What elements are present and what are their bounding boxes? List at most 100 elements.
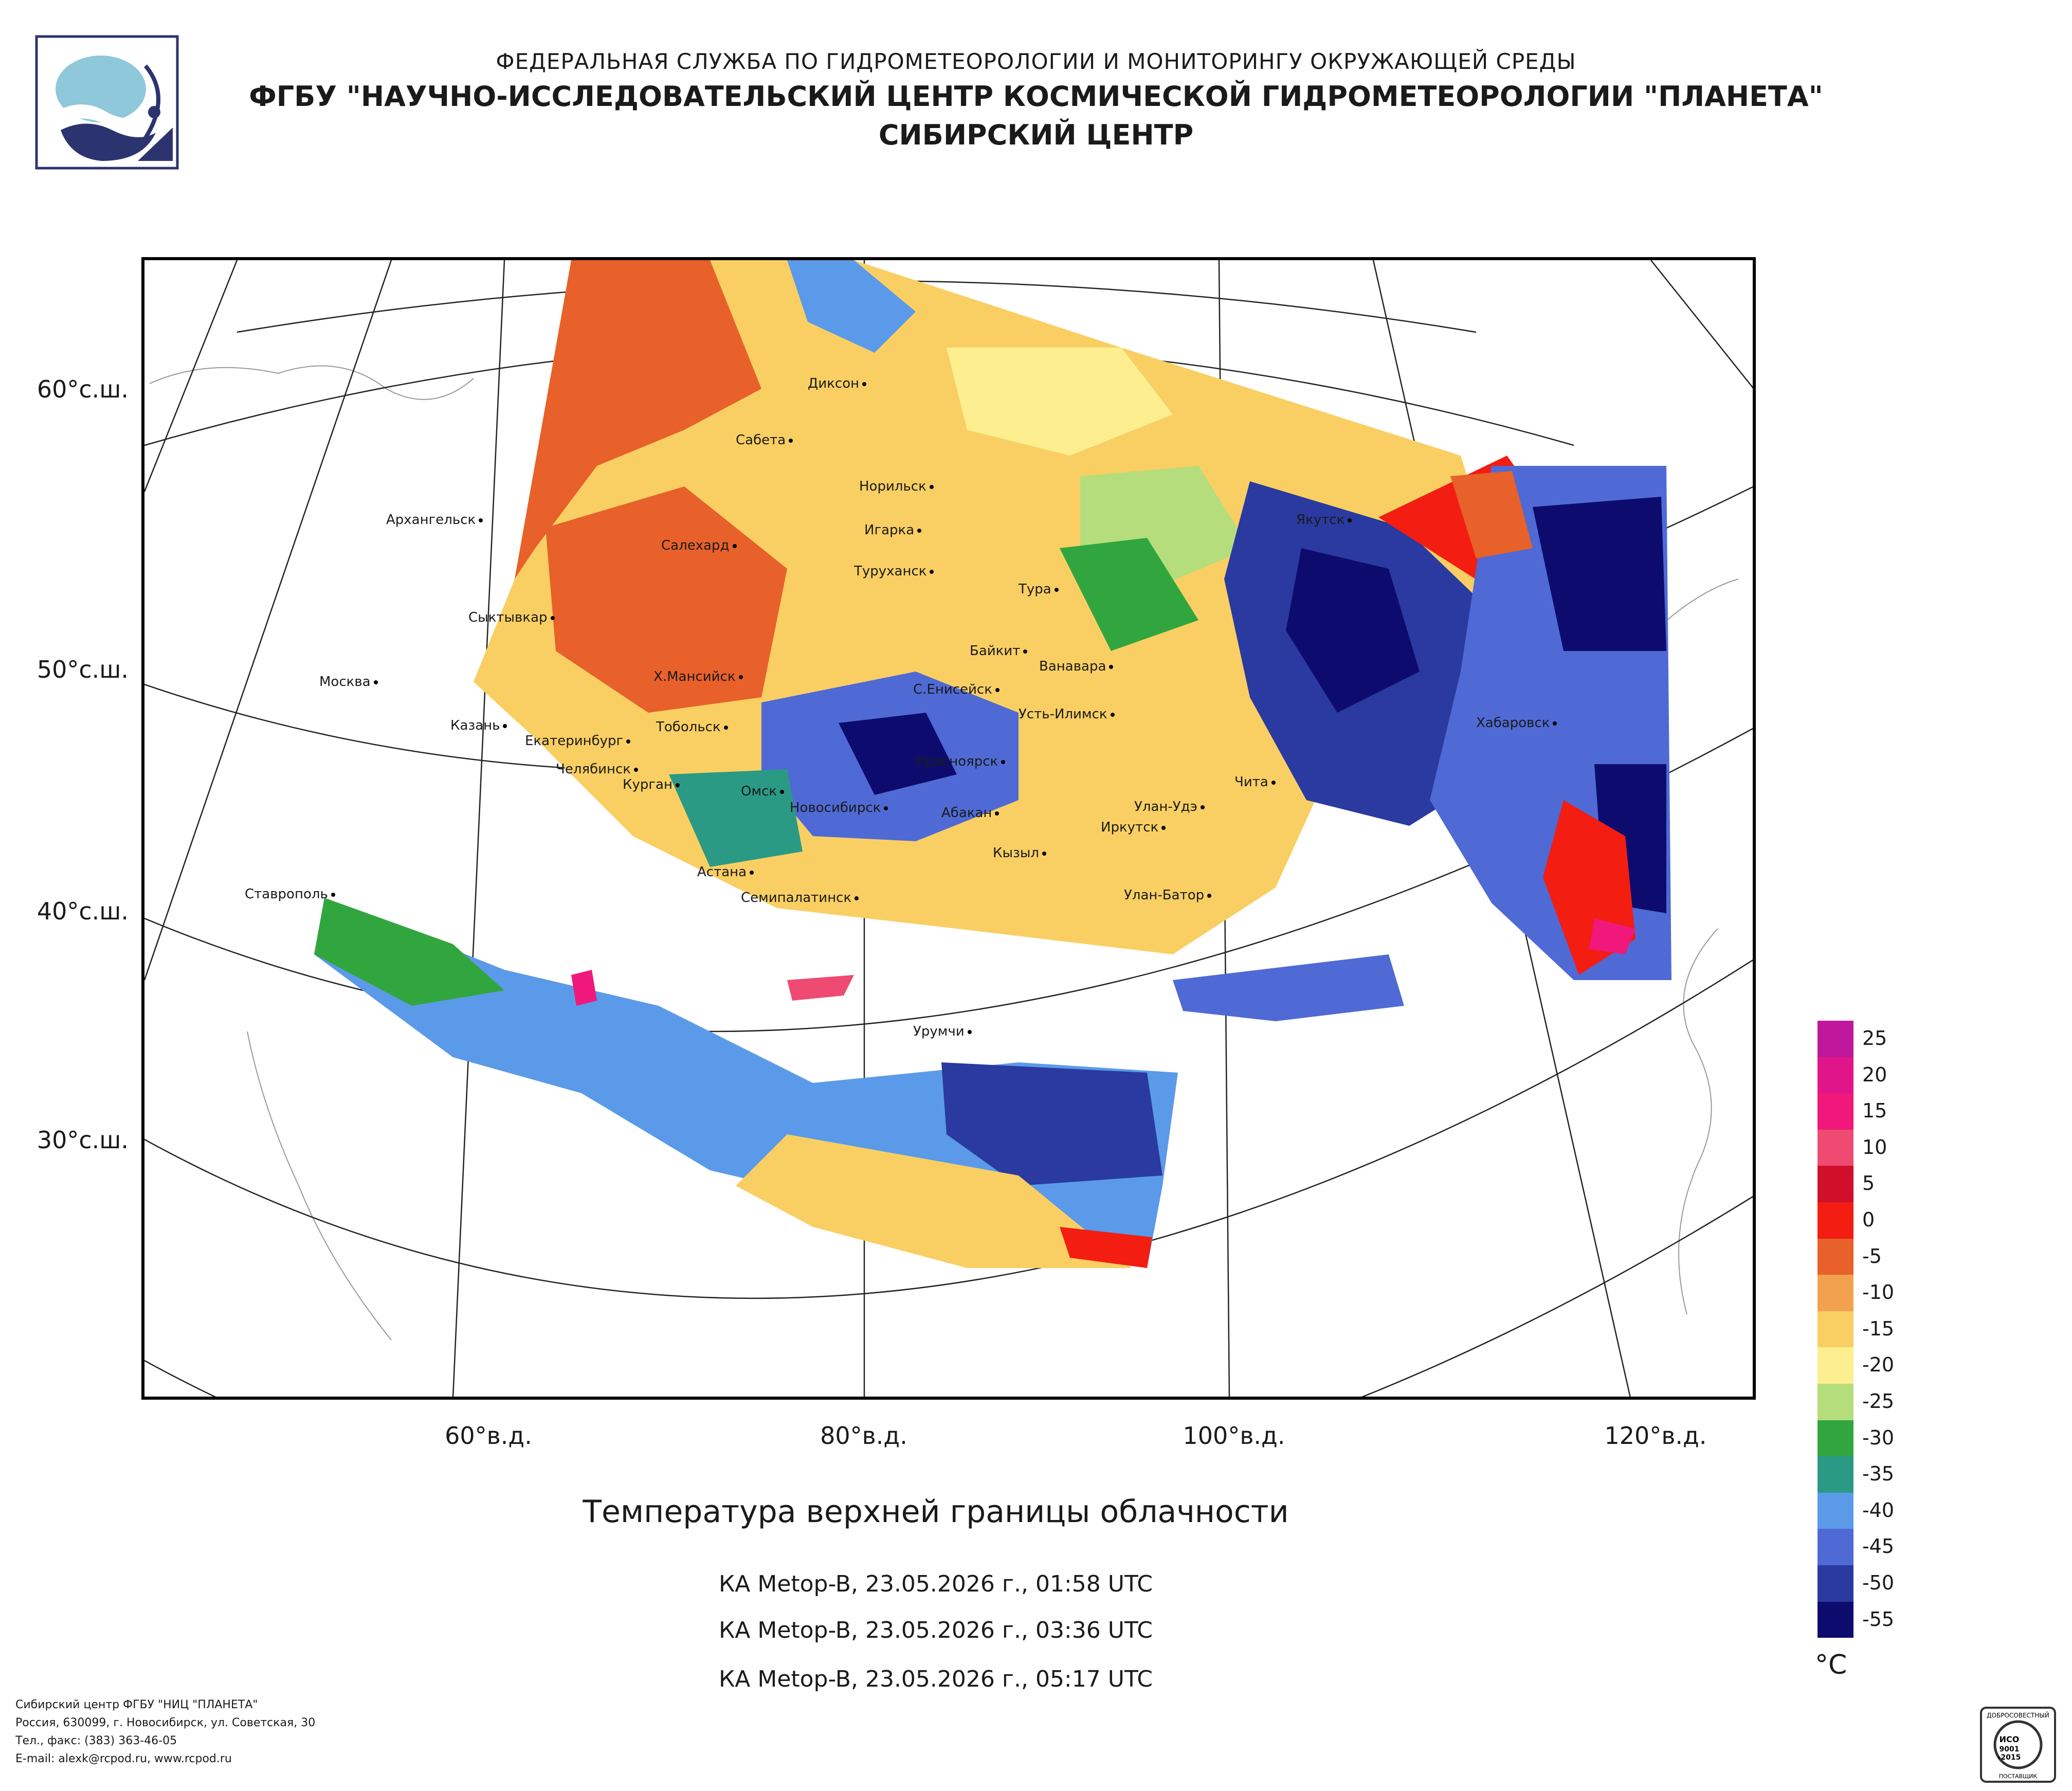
city-label: Хабаровск [1476,715,1560,731]
footer-org: Сибирский центр ФГБУ "НИЦ "ПЛАНЕТА" [15,1698,258,1711]
city-label: Архангельск [386,512,486,528]
agency-name: ФЕДЕРАЛЬНАЯ СЛУЖБА ПО ГИДРОМЕТЕОРОЛОГИИ … [496,49,1576,74]
colorbar-tick-label: -30 [1862,1426,1895,1449]
city-label: Чита [1234,774,1279,790]
footer-address: Россия, 630099, г. Новосибирск, ул. Сове… [15,1716,316,1729]
svg-text:ДОБРОСОВЕСТНЫЙ: ДОБРОСОВЕСТНЫЙ [1987,1711,2049,1719]
colorbar-tick-label: -35 [1862,1462,1895,1486]
colorbar-tick-label: -25 [1862,1390,1895,1413]
colorbar-tick-label: 15 [1862,1099,1887,1123]
city-label: Красноярск [916,754,1008,769]
city-label: Курган [623,777,683,792]
colorbar-tick-label: 10 [1862,1135,1887,1159]
city-label: Байкит [970,643,1030,659]
colorbar-tick-label: 0 [1862,1208,1875,1231]
colorbar-tick-label: -5 [1862,1244,1882,1268]
lon-label-60: 60°в.д. [445,1422,532,1450]
contact-footer: Сибирский центр ФГБУ "НИЦ "ПЛАНЕТА" Росс… [15,1696,315,1768]
footer-phone: Тел., факс: (383) 363-46-05 [15,1734,177,1747]
city-label: Салехард [661,538,740,553]
city-label: Тобольск [656,719,731,735]
colorbar-cell [1817,1021,1853,1057]
colorbar-cell [1817,1202,1853,1239]
city-label: Усть-Илимск [1019,707,1118,722]
lon-label-100: 100°в.д. [1183,1422,1285,1450]
colorbar-cell [1817,1492,1853,1529]
planeta-logo [35,35,179,170]
city-label: Диксон [808,376,869,391]
city-label: Омск [741,784,787,799]
colorbar-tick-label: -45 [1862,1535,1895,1558]
city-label: Казань [450,718,510,733]
footer-email: E-mail: alexk@rcpod.ru, www.rcpod.ru [15,1752,232,1765]
city-label: Семипалатинск [741,890,862,906]
colorbar-cell [1817,1601,1853,1638]
city-label: С.Енисейск [913,682,1003,697]
colorbar-tick-label: -50 [1862,1571,1895,1594]
colorbar-tick-label: -10 [1862,1281,1895,1304]
colorbar-tick-label: -15 [1862,1317,1895,1340]
institute-name: ФГБУ "НАУЧНО-ИССЛЕДОВАТЕЛЬСКИЙ ЦЕНТР КОС… [249,80,1823,113]
svg-text:9001: 9001 [2000,1745,2020,1753]
svg-text:ИСО: ИСО [2000,1734,2020,1744]
colorbar-cell [1817,1311,1853,1348]
temperature-colorbar [1817,1021,1853,1638]
city-label: Абакан [941,805,1002,821]
pass-time-1: КА Metop-B, 23.05.2026 г., 01:58 UTC [719,1571,1153,1597]
colorbar-cell [1817,1565,1853,1602]
colorbar-tick-label: 20 [1862,1063,1887,1086]
colorbar-cell [1817,1275,1853,1311]
svg-text:ПОСТАВЩИК: ПОСТАВЩИК [1999,1773,2038,1780]
colorbar-cell [1817,1093,1853,1130]
city-label: Москва [319,674,381,690]
city-label: Туруханск [854,564,937,579]
iso-certificate-badge: ДОБРОСОВЕСТНЫЙ ИСО 9001 -2015 ПОСТАВЩИК [1979,1706,2057,1783]
city-label: Екатеринбург [525,733,633,749]
colorbar-tick-label: 25 [1862,1027,1887,1050]
colorbar-unit: °C [1815,1650,1847,1680]
colorbar-cell [1817,1057,1853,1094]
city-label: Урумчи [913,1024,975,1039]
colorbar-tick-label: -55 [1862,1607,1895,1631]
colorbar-cell [1817,1529,1853,1565]
colorbar-cell [1817,1166,1853,1202]
pass-time-3: КА Metop-B, 23.05.2026 г., 05:17 UTC [719,1666,1153,1692]
lat-label-50: 50°с.ш. [37,656,129,683]
city-label: Сыктывкар [468,610,558,625]
lon-label-80: 80°в.д. [820,1422,907,1450]
colorbar-cell [1817,1383,1853,1420]
city-label: Улан-Удэ [1134,799,1208,815]
city-label: Норильск [859,479,937,494]
city-label: Улан-Батор [1124,888,1214,903]
city-label: Кызыл [993,845,1049,861]
lat-label-30: 30°с.ш. [37,1126,129,1154]
pass-time-2: КА Metop-B, 23.05.2026 г., 03:36 UTC [719,1617,1153,1643]
city-label: Якутск [1296,512,1355,528]
colorbar-cell [1817,1456,1853,1493]
city-label: Сабета [736,432,796,448]
city-label: Ставрополь [245,887,338,902]
colorbar-cell [1817,1420,1853,1457]
lat-label-40: 40°с.ш. [37,897,129,925]
header: ФЕДЕРАЛЬНАЯ СЛУЖБА ПО ГИДРОМЕТЕОРОЛОГИИ … [0,49,2072,151]
product-title: Температура верхней границы облачности [583,1494,1289,1530]
cloud-top-temperature-map [144,260,1753,1397]
city-label: Тура [1019,582,1062,597]
svg-text:-2015: -2015 [1998,1753,2021,1762]
center-name: СИБИРСКИЙ ЦЕНТР [878,119,1194,151]
city-label: Иркутск [1101,820,1169,835]
cloud-imagery [314,260,1671,1268]
colorbar-tick-label: -20 [1862,1353,1895,1377]
colorbar-cell [1817,1347,1853,1384]
map-panel: Диксон Сабета Норильск Архангельск Игарк… [141,257,1756,1400]
city-label: Новосибирск [790,800,891,816]
city-label: Ванавара [1039,659,1116,674]
colorbar-cell [1817,1129,1853,1166]
city-label: Челябинск [556,762,641,777]
colorbar-tick-label: -40 [1862,1498,1895,1522]
city-label: Х.Мансийск [653,669,746,684]
colorbar-tick-label: 5 [1862,1172,1875,1195]
city-label: Игарка [864,522,924,538]
lat-label-60: 60°с.ш. [37,375,129,403]
city-label: Астана [697,864,757,880]
